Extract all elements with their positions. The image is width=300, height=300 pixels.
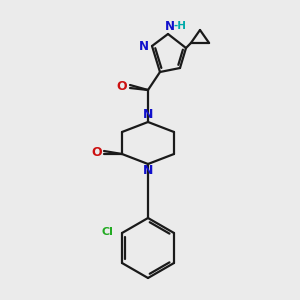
Text: Cl: Cl [101, 227, 113, 237]
Text: N: N [143, 109, 153, 122]
Text: O: O [92, 146, 102, 159]
Text: O: O [117, 80, 127, 93]
Text: -H: -H [173, 21, 187, 31]
Text: N: N [165, 20, 175, 32]
Text: N: N [143, 164, 153, 178]
Text: N: N [139, 40, 149, 52]
